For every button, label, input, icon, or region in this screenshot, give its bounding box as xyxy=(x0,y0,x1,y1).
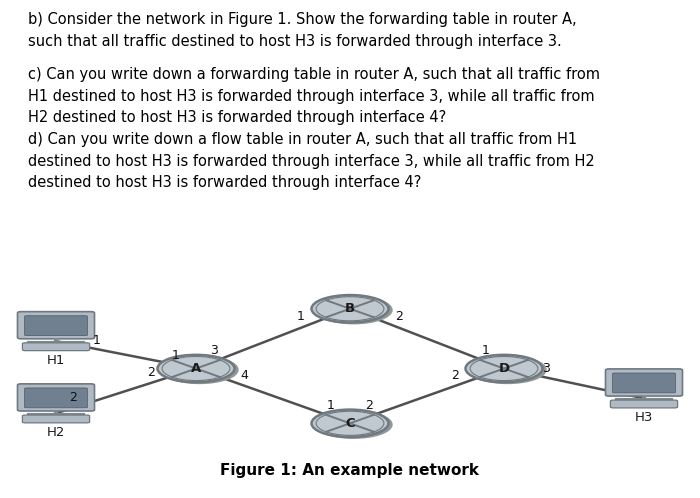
Text: H1: H1 xyxy=(47,354,65,367)
Text: 2: 2 xyxy=(395,310,403,323)
Text: Figure 1: An example network: Figure 1: An example network xyxy=(220,463,480,478)
Text: C: C xyxy=(345,417,355,430)
FancyBboxPatch shape xyxy=(606,369,682,396)
FancyBboxPatch shape xyxy=(612,373,676,393)
Text: 1: 1 xyxy=(297,310,304,323)
Circle shape xyxy=(158,355,234,382)
Text: 2: 2 xyxy=(365,399,373,412)
Circle shape xyxy=(315,411,392,438)
Text: 4: 4 xyxy=(241,369,248,382)
Circle shape xyxy=(312,295,388,323)
FancyBboxPatch shape xyxy=(18,312,95,339)
Text: 2: 2 xyxy=(147,367,155,379)
Text: D: D xyxy=(498,362,510,375)
Text: 3: 3 xyxy=(211,344,218,357)
Text: 1: 1 xyxy=(482,344,489,357)
Text: b) Consider the network in Figure 1. Show the forwarding table in router A,
such: b) Consider the network in Figure 1. Sho… xyxy=(28,12,577,49)
FancyBboxPatch shape xyxy=(610,400,678,408)
Text: A: A xyxy=(191,362,201,375)
Circle shape xyxy=(469,356,546,383)
Text: 2: 2 xyxy=(452,369,459,382)
Text: 1: 1 xyxy=(93,334,101,347)
Text: H3: H3 xyxy=(635,411,653,424)
FancyBboxPatch shape xyxy=(18,384,95,411)
Text: 2: 2 xyxy=(69,391,77,404)
FancyBboxPatch shape xyxy=(22,343,90,351)
Text: 1: 1 xyxy=(172,350,179,363)
Text: c) Can you write down a forwarding table in router A, such that all traffic from: c) Can you write down a forwarding table… xyxy=(28,67,600,125)
Circle shape xyxy=(466,355,542,382)
Circle shape xyxy=(161,356,238,383)
Circle shape xyxy=(315,296,392,324)
Text: H2: H2 xyxy=(47,426,65,439)
Circle shape xyxy=(312,409,388,437)
Text: d) Can you write down a flow table in router A, such that all traffic from H1
de: d) Can you write down a flow table in ro… xyxy=(28,132,595,190)
Text: 3: 3 xyxy=(542,362,550,375)
Text: 1: 1 xyxy=(327,399,335,412)
Text: B: B xyxy=(345,302,355,315)
FancyBboxPatch shape xyxy=(25,388,88,408)
FancyBboxPatch shape xyxy=(25,316,88,336)
FancyBboxPatch shape xyxy=(22,415,90,423)
